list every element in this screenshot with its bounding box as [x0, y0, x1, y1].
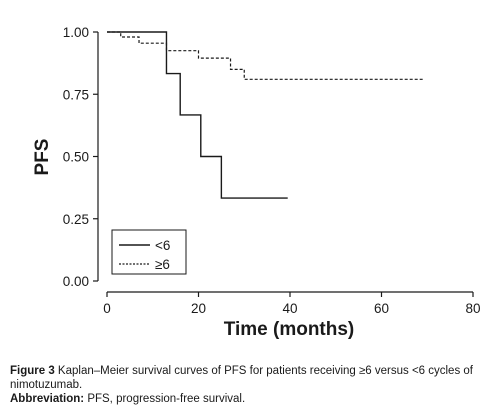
abbreviation-text: PFS, progression-free survival.	[84, 393, 246, 405]
legend-label-1: ≥6	[155, 257, 170, 272]
legend-box	[111, 229, 187, 275]
y-tick-label-1: 0.25	[63, 212, 89, 227]
y-axis-label: PFS	[32, 139, 53, 176]
figure-caption-text: Kaplan–Meier survival curves of PFS for …	[10, 365, 473, 391]
series-line-1	[107, 31, 423, 80]
km-chart: 0.000.250.500.751.000 20 40 60 80 <6≥6 Time …	[32, 25, 481, 340]
y-tick-label-2: 0.50	[63, 150, 89, 165]
x-tick-label-2: 40	[282, 301, 297, 316]
figure-label: Figure 3	[10, 365, 55, 377]
y-tick-label-0: 0.00	[63, 274, 89, 289]
axes: 0.00 0.25 0.50 0.75 1.00 0 20 40 60 80	[63, 25, 481, 316]
figure-caption: Figure 3 Kaplan–Meier survival curves of…	[10, 364, 498, 392]
x-tick-label-4: 80	[465, 301, 480, 316]
legend-label-0: <6	[155, 238, 170, 253]
abbreviation-label: Abbreviation:	[10, 393, 85, 405]
abbreviation-note: Abbreviation: PFS, progression-free surv…	[10, 392, 498, 406]
y-tick-label-4: 1.00	[63, 25, 89, 40]
series-line-0	[107, 31, 288, 199]
series-group	[107, 31, 423, 199]
y-tick-label-3: 0.75	[63, 87, 89, 102]
legend: <6≥6	[111, 229, 187, 275]
x-tick-label-0: 0	[103, 301, 111, 316]
x-axis-label: Time (months)	[224, 319, 355, 340]
x-tick-label-1: 20	[191, 301, 206, 316]
x-tick-label-3: 60	[374, 301, 389, 316]
